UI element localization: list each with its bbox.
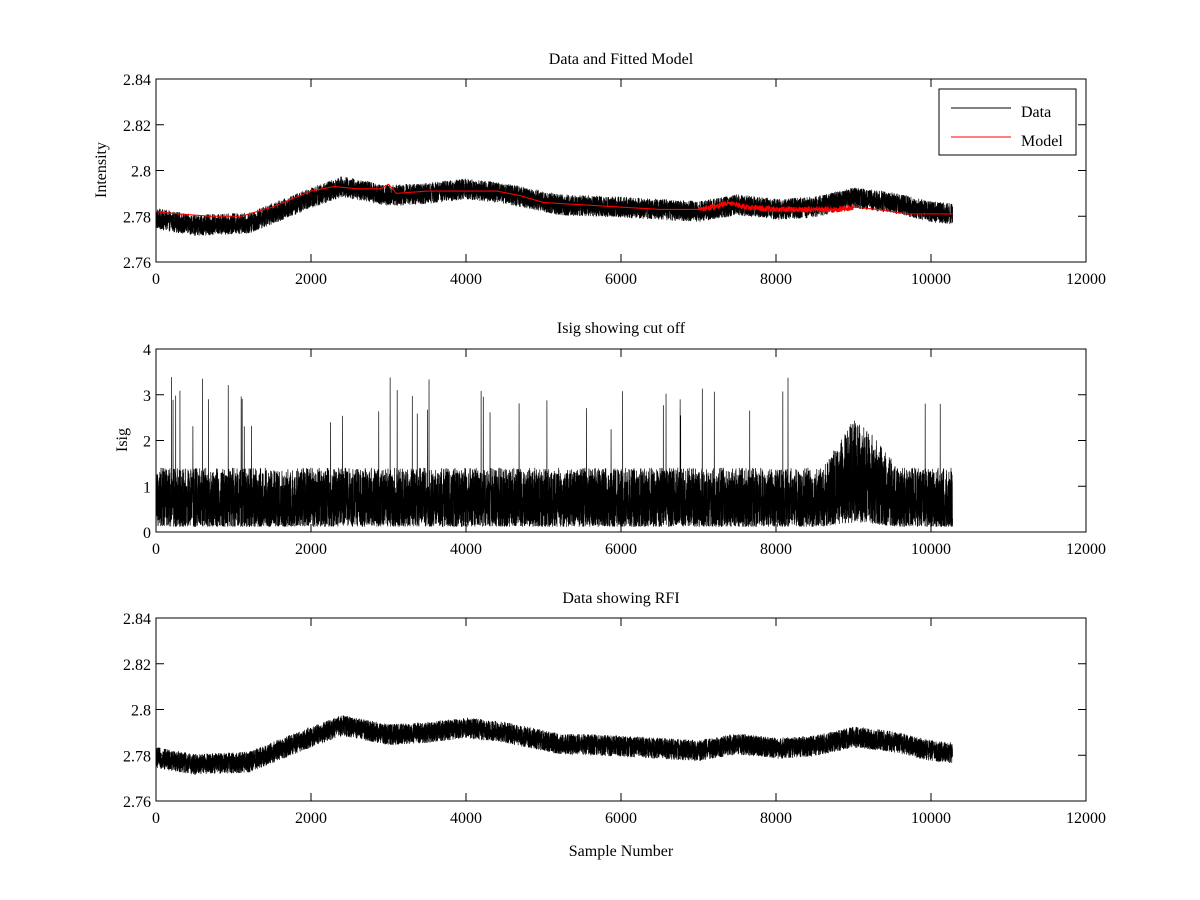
panel-2-series-layer [155,377,953,527]
y-tick-label: 3 [143,388,151,405]
x-tick-label: 2000 [295,541,327,558]
panel-2-ticks: 0 2000 4000 6000 8000 10000 12000 0 1 2 3 4 [143,342,1106,558]
y-tick-label: 2 [143,434,151,451]
panel-2: Isig showing cut off Isig 0 2000 4000 6000 8… [114,320,1106,558]
panel-3-title: Data showing RFI [562,590,679,607]
y-tick-label: 2.76 [123,255,151,272]
x-tick-label: 4000 [450,271,482,288]
y-tick-label: 1 [143,479,151,496]
panel-2-ylabel: Isig [114,428,131,452]
x-tick-label: 0 [152,271,160,288]
series-line-model [155,183,953,217]
y-tick-label: 2.76 [123,794,151,811]
legend-box [938,88,1077,156]
panel-3-series-layer [155,715,953,775]
x-tick-label: 2000 [295,271,327,288]
x-tick-label: 8000 [760,271,792,288]
y-tick-label: 2.8 [131,164,151,181]
panel-1-frame [155,78,1087,263]
y-tick-label: 0 [143,525,151,542]
y-tick-label: 2.82 [123,657,151,674]
series-line-data [155,715,953,775]
panel-2-title: Isig showing cut off [557,320,686,337]
panel-3: Data showing RFI Sample Number 0 2000 4000… [123,590,1106,860]
y-tick-label: 4 [143,342,151,359]
x-tick-label: 0 [152,810,160,827]
x-tick-label: 6000 [605,810,637,827]
x-tick-label: 2000 [295,810,327,827]
x-tick-label: 12000 [1066,541,1106,558]
y-tick-label: 2.78 [123,748,151,765]
x-tick-label: 12000 [1066,271,1106,288]
y-tick-label: 2.84 [123,611,151,628]
series-line-isig [155,377,953,527]
panel-1: Data and Fitted Model Intensity 0 2000 400… [93,51,1106,288]
x-tick-label: 4000 [450,541,482,558]
legend-label-model: Model [1021,133,1063,150]
panel-2-frame [155,348,1087,533]
y-tick-label: 2.8 [131,703,151,720]
panel-3-xlabel: Sample Number [569,843,674,860]
y-tick-label: 2.82 [123,118,151,135]
x-tick-label: 10000 [911,271,951,288]
y-tick-label: 2.78 [123,209,151,226]
panel-1-ticks: 0 2000 4000 6000 8000 10000 12000 2.76 2.78 2.8 2.… [123,72,1106,288]
x-tick-label: 4000 [450,810,482,827]
x-tick-label: 8000 [760,541,792,558]
panel-1-ylabel: Intensity [93,142,110,198]
panel-3-frame [155,617,1087,802]
panel-1-title: Data and Fitted Model [549,51,694,68]
panel-1-series-layer [155,176,953,236]
x-tick-label: 8000 [760,810,792,827]
legend-label-data: Data [1021,104,1051,121]
y-tick-label: 2.84 [123,72,151,89]
x-tick-label: 10000 [911,810,951,827]
x-tick-label: 6000 [605,541,637,558]
x-tick-label: 6000 [605,271,637,288]
legend: Data Model [938,88,1077,156]
x-tick-label: 12000 [1066,810,1106,827]
x-tick-label: 10000 [911,541,951,558]
x-tick-label: 0 [152,541,160,558]
